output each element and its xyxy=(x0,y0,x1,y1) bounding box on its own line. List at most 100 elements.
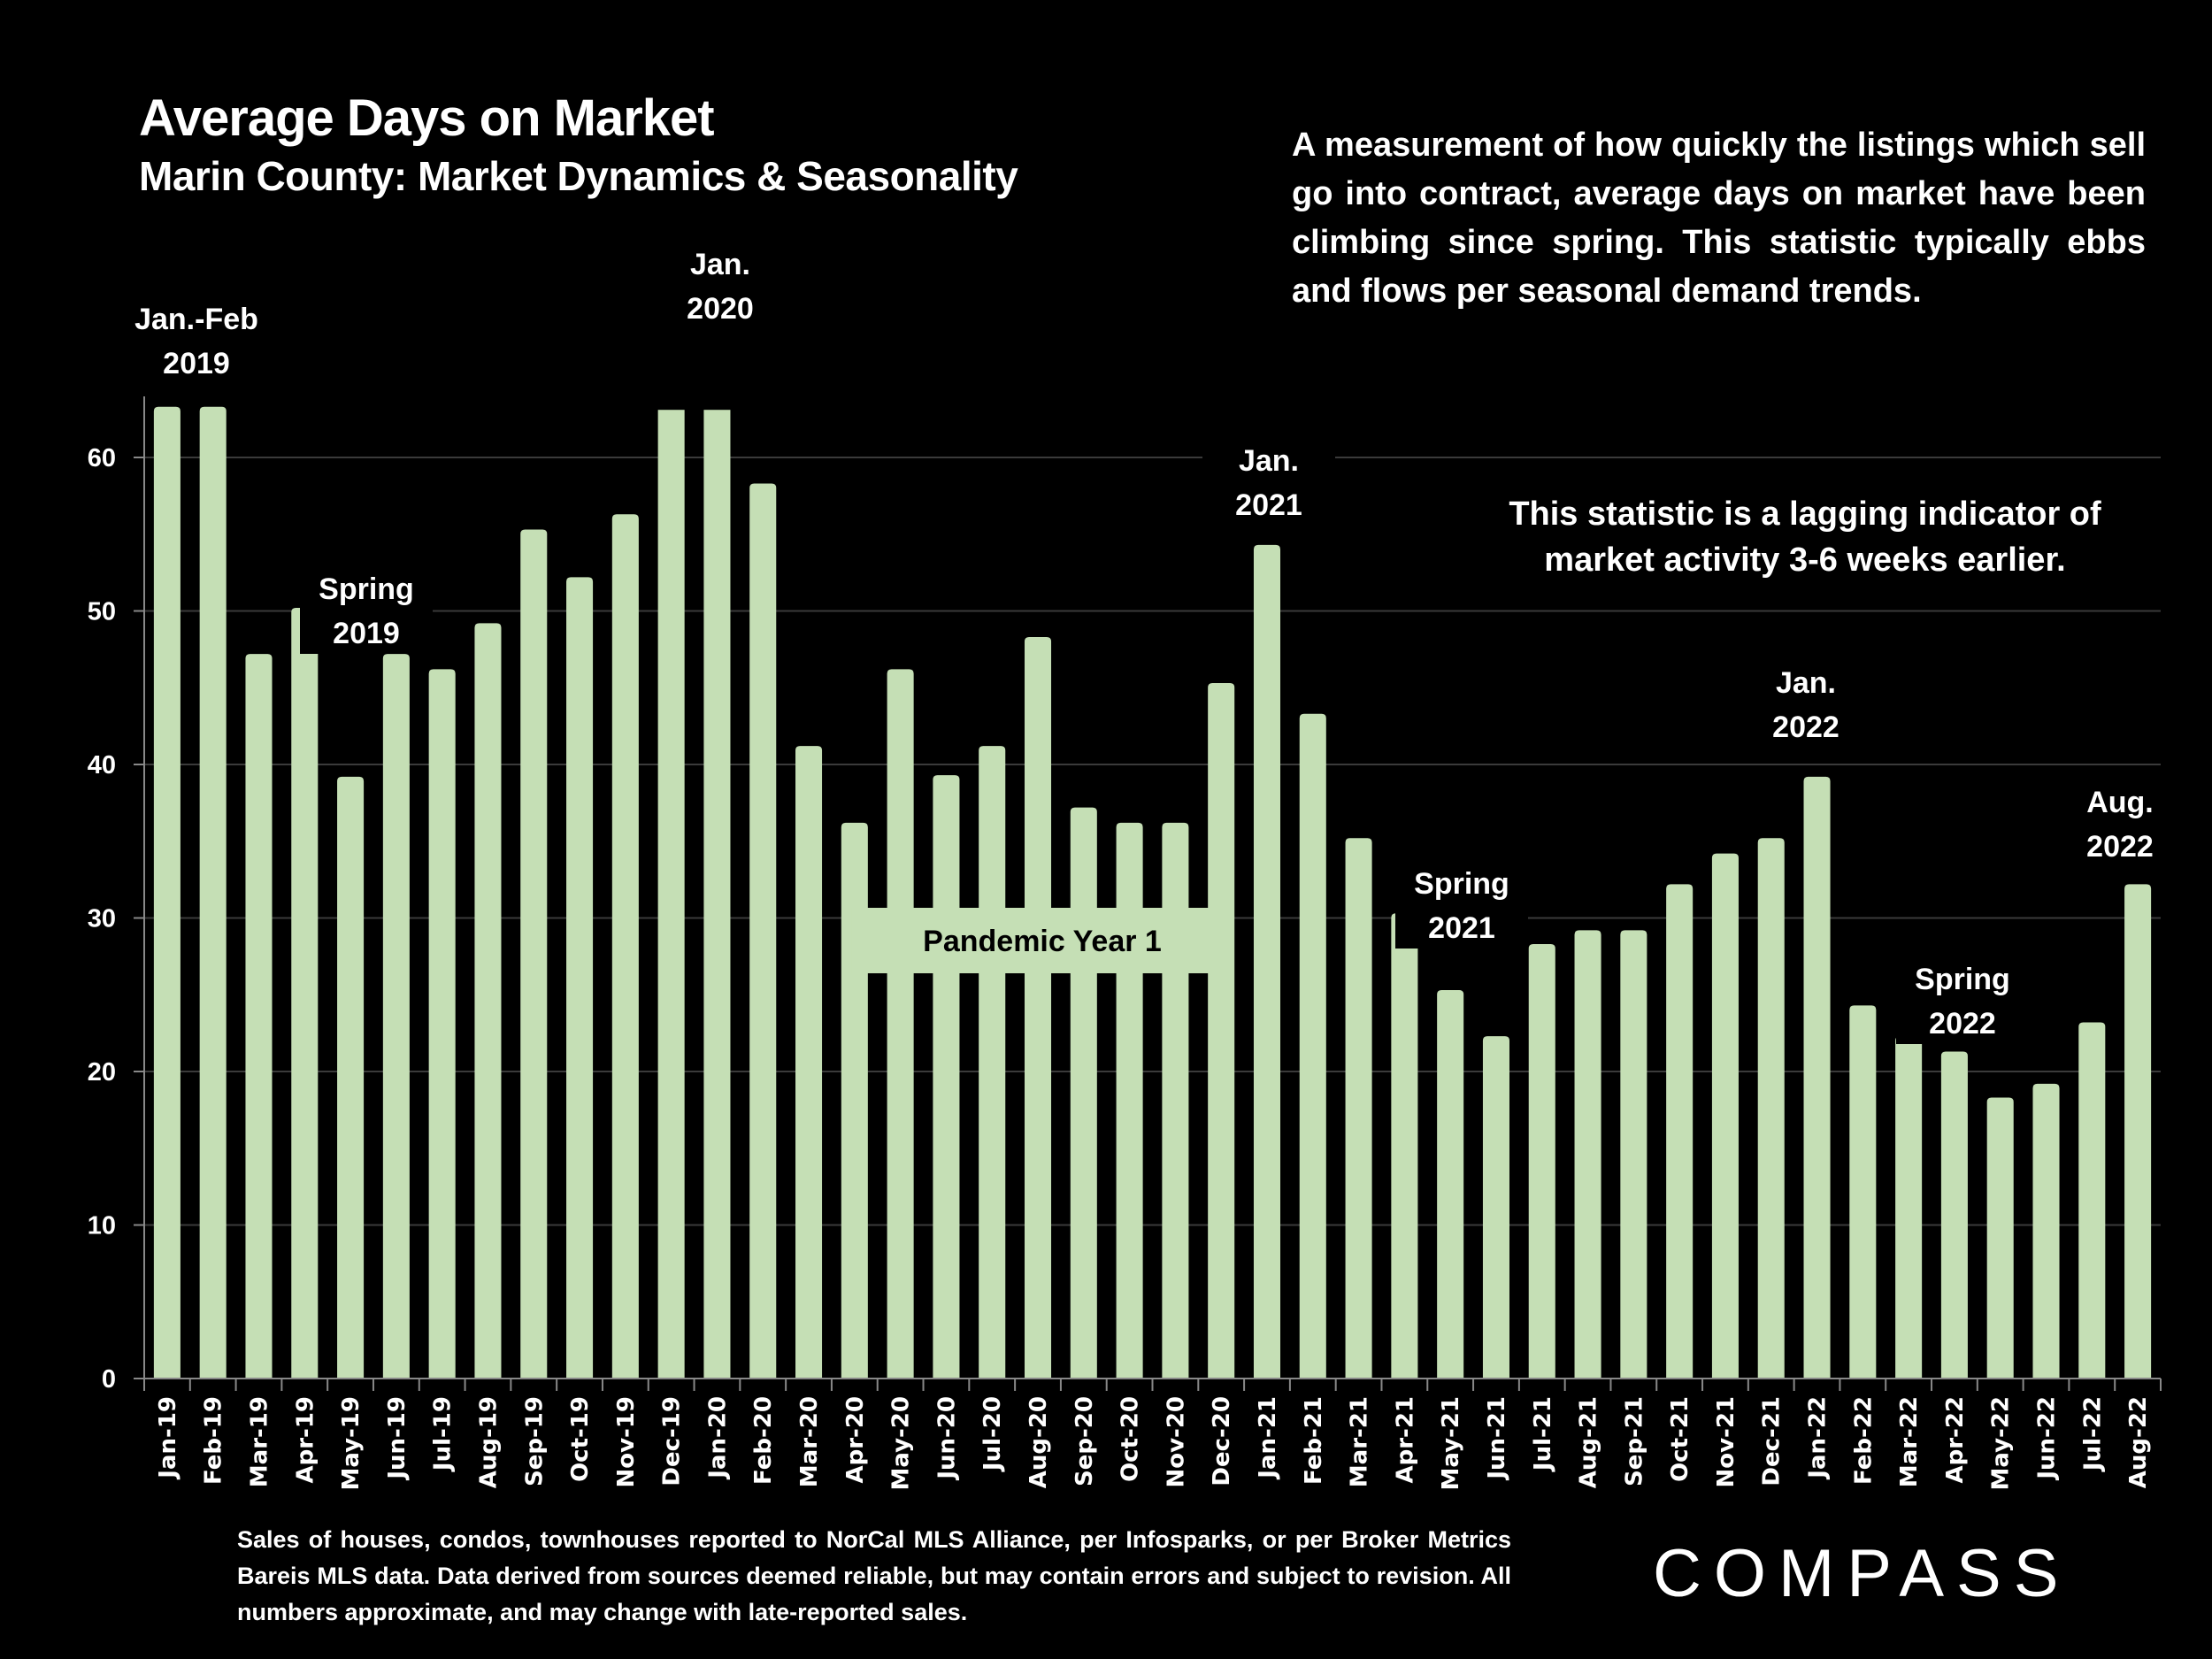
annotation-label: 2020 xyxy=(687,292,754,326)
x-tick-label: Oct-20 xyxy=(1118,1396,1144,1482)
x-tick-label: Nov-20 xyxy=(1163,1396,1189,1488)
bar-nov-21 xyxy=(1711,853,1739,1379)
x-tick-label: Jan-22 xyxy=(1805,1396,1832,1480)
bar-oct-21 xyxy=(1666,884,1694,1379)
x-tick-label: Feb-21 xyxy=(1301,1396,1327,1485)
bar-aug-20 xyxy=(1024,636,1052,1379)
x-tick-label: Feb-19 xyxy=(201,1396,227,1485)
y-tick-label: 40 xyxy=(88,751,116,780)
bar-oct-20 xyxy=(1116,822,1143,1379)
x-tick-label: Oct-21 xyxy=(1667,1396,1694,1482)
annotation-backdrop xyxy=(300,565,433,654)
x-tick-label: Jun-19 xyxy=(384,1396,411,1481)
annotation-label: Jan.-Feb xyxy=(134,303,258,336)
bar-jun-22 xyxy=(2032,1083,2060,1379)
x-tick-label: Aug-22 xyxy=(2125,1396,2152,1488)
bar-feb-19 xyxy=(199,406,227,1379)
annotation-label: Spring xyxy=(1414,867,1509,901)
bar-jul-19 xyxy=(428,669,456,1379)
x-tick-label: Nov-19 xyxy=(613,1396,640,1488)
bar-apr-22 xyxy=(1940,1051,1968,1379)
x-tick-label: Aug-19 xyxy=(475,1396,502,1488)
x-tick-label: Jan-19 xyxy=(155,1396,181,1480)
x-tick-label: Jan-21 xyxy=(1255,1396,1281,1480)
x-tick-label: Sep-20 xyxy=(1071,1396,1098,1486)
bar-sep-19 xyxy=(520,529,548,1379)
annotation-label: Aug. xyxy=(2086,786,2154,819)
annotation-label: Jan. xyxy=(1239,444,1299,478)
bar-mar-20 xyxy=(795,746,823,1379)
x-tick-label: May-20 xyxy=(888,1396,915,1491)
x-tick-label: Dec-19 xyxy=(659,1396,686,1486)
annotation-label: 2021 xyxy=(1235,488,1302,522)
annotation-label: 2022 xyxy=(1772,710,1839,744)
bar-may-20 xyxy=(887,669,914,1379)
annotation-label: 2022 xyxy=(2086,830,2154,864)
pandemic-band: Pandemic Year 1 xyxy=(851,908,1230,973)
bar-nov-20 xyxy=(1162,822,1189,1379)
bar-may-19 xyxy=(337,776,365,1379)
bar-feb-21 xyxy=(1299,713,1326,1379)
bar-apr-19 xyxy=(291,608,319,1379)
bar-may-22 xyxy=(1986,1097,2014,1379)
annotation-backdrop xyxy=(1202,437,1335,526)
annotations: Jan.-Feb 2019 Jan. 2020 Spring 2019 Jan. 2021 Sp… xyxy=(130,241,2186,1044)
bar-jul-22 xyxy=(2078,1022,2106,1379)
bar-mar-21 xyxy=(1345,838,1372,1379)
x-tick-label: Jul-20 xyxy=(979,1396,1006,1472)
source-footnote: Sales of houses, condos, townhouses repo… xyxy=(237,1526,1511,1625)
bar-jun-19 xyxy=(382,654,410,1379)
x-tick-label: Jun-20 xyxy=(933,1396,960,1481)
annotation-backdrop xyxy=(654,241,787,329)
x-tick-label: May-22 xyxy=(1988,1396,2015,1491)
x-tick-label: Jan-20 xyxy=(704,1396,731,1480)
bar-aug-22 xyxy=(2124,884,2152,1379)
x-tick-label: Apr-22 xyxy=(1942,1396,1969,1484)
x-tick-label: Mar-20 xyxy=(796,1396,823,1487)
bar-jan-19 xyxy=(153,406,180,1379)
bars xyxy=(153,406,2152,1379)
x-tick-label: Mar-19 xyxy=(246,1396,273,1487)
x-tick-label: Mar-21 xyxy=(1347,1396,1373,1487)
y-tick-label: 0 xyxy=(102,1365,116,1394)
x-tick-label: Feb-20 xyxy=(750,1396,777,1485)
annotation-backdrop xyxy=(2054,779,2186,867)
x-tick-label: Dec-20 xyxy=(1209,1396,1235,1486)
bar-feb-20 xyxy=(749,483,777,1379)
y-tick-label: 50 xyxy=(88,598,116,626)
axes xyxy=(134,396,2162,1391)
bar-apr-20 xyxy=(841,822,868,1379)
x-tick-label: Oct-19 xyxy=(567,1396,594,1482)
bar-jan-22 xyxy=(1803,776,1831,1379)
bar-oct-19 xyxy=(566,577,594,1379)
bar-dec-19 xyxy=(657,410,685,1379)
compass-logo: COMPASS xyxy=(1653,1536,2071,1611)
bar-jul-21 xyxy=(1528,943,1555,1379)
bar-mar-22 xyxy=(1895,1036,1923,1379)
bar-may-21 xyxy=(1437,990,1464,1379)
annotation-label: 2022 xyxy=(1929,1007,1996,1041)
bar-nov-19 xyxy=(611,514,639,1379)
bar-jun-21 xyxy=(1482,1036,1509,1379)
x-tick-label: Jun-21 xyxy=(1484,1396,1510,1481)
y-tick-label: 10 xyxy=(88,1212,116,1240)
annotation-label: 2019 xyxy=(163,347,230,380)
annotation-label: Jan. xyxy=(1776,666,1836,700)
bar-sep-20 xyxy=(1070,807,1097,1379)
bar-jul-20 xyxy=(979,746,1006,1379)
y-tick-labels: 0 10 20 30 40 50 60 xyxy=(88,444,116,1394)
chart-subtitle: Marin County: Market Dynamics & Seasonal… xyxy=(139,153,1018,199)
pandemic-year-band xyxy=(851,908,1230,973)
x-tick-label: May-21 xyxy=(1438,1396,1464,1491)
bar-jan-20 xyxy=(703,410,731,1379)
bar-jan-21 xyxy=(1253,544,1281,1379)
x-tick-label: Sep-21 xyxy=(1621,1396,1647,1486)
y-tick-label: 20 xyxy=(88,1058,116,1087)
x-tick-label: Jul-21 xyxy=(1530,1396,1556,1472)
pandemic-year-label: Pandemic Year 1 xyxy=(923,925,1162,958)
description-text: A measurement of how quickly the listing… xyxy=(1292,127,2146,310)
annotation-backdrop xyxy=(1896,956,2029,1044)
bar-dec-21 xyxy=(1757,838,1785,1379)
bar-aug-21 xyxy=(1574,930,1601,1379)
